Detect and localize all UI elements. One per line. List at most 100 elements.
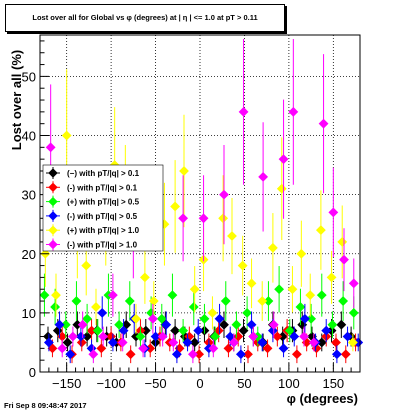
data-point [243,349,253,360]
data-point [114,319,125,330]
data-point [316,290,327,301]
data-point [182,337,193,348]
data-point [147,313,158,324]
data-point [170,325,181,336]
x-tick-label: 50 [237,376,251,391]
data-point [54,319,65,330]
data-point [348,307,359,318]
data-point [207,307,218,318]
data-point [179,166,189,176]
data-point [331,337,341,348]
data-point [287,284,298,295]
legend-label: (-) with pT/|q| > 0.5 [67,212,138,221]
data-point [267,242,278,253]
data-point [225,331,236,342]
legend-marker [48,211,58,221]
y-tick-label: 10 [22,306,36,321]
data-point [331,349,342,360]
x-tick-label: 0 [196,376,203,391]
data-point [117,337,128,348]
data-point [125,349,136,360]
y-tick-label: 50 [22,69,36,84]
data-point [235,349,246,360]
data-point [171,349,182,360]
x-axis-label: φ (degrees) [287,391,358,406]
data-point [67,331,78,342]
data-point [327,319,338,330]
data-point [124,296,135,306]
data-point [107,290,118,301]
data-point [168,337,179,348]
data-point [348,278,359,289]
data-point [156,313,167,324]
legend-box [42,164,164,252]
data-point [199,313,210,324]
data-point [315,225,326,236]
data-point [289,331,300,342]
data-point [135,331,146,342]
data-point [81,260,92,271]
data-point [272,331,283,342]
data-point [339,254,349,265]
data-point [57,343,68,354]
data-point [208,343,219,354]
data-point [88,349,99,360]
data-point [268,319,279,330]
data-point [291,349,302,360]
legend-marker [48,196,58,207]
data-point [107,337,118,348]
data-point [278,343,289,354]
data-point [75,331,86,342]
legend-marker [48,239,58,250]
data-point [148,296,159,306]
data-point [47,343,58,354]
data-point [188,302,199,312]
data-point [71,296,82,306]
data-point [337,237,348,247]
data-point [218,213,229,224]
data-point [178,213,189,224]
data-point [246,278,257,289]
data-point [246,319,257,330]
data-point [338,296,349,306]
data-point [258,171,269,182]
y-tick-label: 20 [22,247,36,262]
data-point [237,260,248,271]
data-point [238,106,249,117]
data-point [336,319,347,330]
data-point [138,343,149,354]
data-point [347,337,358,348]
data-point [118,325,129,336]
data-point [92,325,103,336]
data-point [157,331,168,342]
legend-label: (+) with pT/|q| > 1.0 [67,226,140,235]
data-point [220,296,231,306]
timestamp: Fri Sep 8 09:48:47 2017 [4,401,87,410]
y-axis-label: Lost over all (%) [9,50,24,150]
data-point [170,201,181,212]
data-point [82,313,93,324]
data-point [178,325,189,336]
data-point [161,319,172,330]
data-point [267,325,278,336]
legend-label: (−) with pT/|q| > 0.1 [67,169,140,178]
data-point [187,349,198,360]
data-point [288,106,299,117]
data-point [43,337,54,348]
data-point [198,213,209,224]
data-point [139,272,150,283]
data-point [131,313,141,324]
data-point [45,142,56,153]
legend: (−) with pT/|q| > 0.1 (-) with pT/|q| > 0… [42,164,164,252]
data-point [278,154,289,165]
data-point [305,290,316,301]
data-point [77,319,88,330]
data-point [238,325,249,336]
legend-label: (-) with pT/|q| > 0.1 [67,183,138,192]
data-point [326,272,337,283]
data-point [219,189,229,200]
data-point [214,313,225,324]
data-point [296,248,307,259]
legend-label: (-) with pT/|q| > 1.0 [67,241,138,250]
data-point [189,337,200,348]
